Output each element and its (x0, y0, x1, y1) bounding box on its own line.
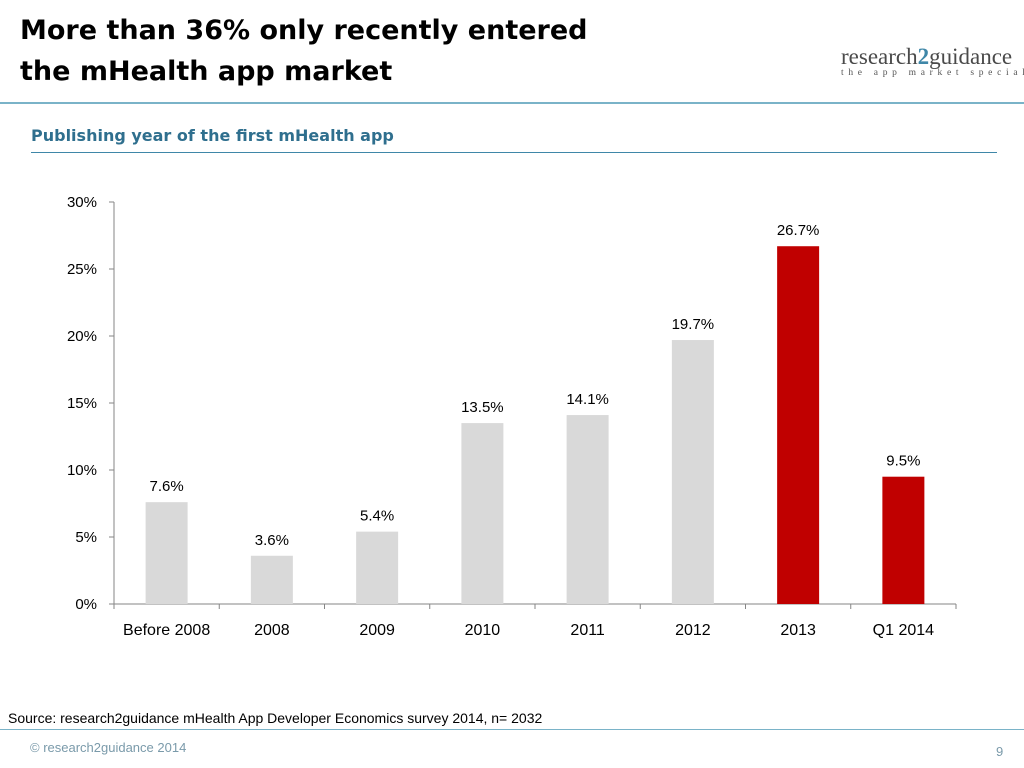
data-label: 14.1% (566, 391, 609, 408)
bar (777, 246, 820, 604)
copyright-text: © research2guidance 2014 (30, 740, 187, 755)
y-tick-label: 15% (67, 395, 97, 412)
x-tick-label: 2010 (465, 622, 501, 639)
data-label: 7.6% (150, 478, 184, 495)
slide-title: More than 36% only recently entered the … (20, 10, 660, 92)
data-label: 3.6% (255, 532, 289, 549)
data-label: 13.5% (461, 399, 504, 416)
logo-text-guidance: guidance (929, 44, 1013, 69)
bar (566, 415, 609, 604)
slide-title-line-2: the mHealth app market (20, 56, 393, 87)
header-divider (0, 102, 1024, 104)
bar (671, 340, 714, 604)
source-note: Source: research2guidance mHealth App De… (8, 710, 543, 726)
bar (145, 502, 188, 604)
logo-tagline: the app market specialists (841, 68, 1024, 78)
slide-title-line-1: More than 36% only recently entered (20, 15, 588, 46)
x-tick-label: Q1 2014 (873, 622, 934, 639)
x-tick-label: 2009 (359, 622, 395, 639)
y-tick-label: 5% (75, 529, 97, 546)
logo-text-2: 2 (917, 44, 930, 69)
x-tick-label: 2012 (675, 622, 711, 639)
data-label: 9.5% (886, 453, 920, 470)
bar (461, 423, 504, 604)
y-tick-label: 30% (67, 194, 97, 211)
page-number: 9 (996, 744, 1004, 759)
data-label: 5.4% (360, 508, 394, 525)
bar (356, 531, 399, 604)
data-label: 19.7% (672, 316, 715, 333)
subtitle-underline (31, 152, 997, 153)
company-logo: research2guidance the app market special… (841, 44, 1024, 78)
y-tick-label: 20% (67, 328, 97, 345)
y-tick-label: 10% (67, 462, 97, 479)
x-tick-label: Before 2008 (123, 622, 210, 639)
x-tick-label: 2013 (780, 622, 816, 639)
bar (882, 476, 925, 604)
logo-wordmark: research2guidance (841, 44, 1017, 70)
y-tick-label: 0% (75, 596, 97, 613)
chart-subtitle: Publishing year of the first mHealth app (31, 126, 394, 145)
x-tick-label: 2008 (254, 622, 290, 639)
footer-divider (0, 729, 1024, 730)
logo-text-research: research (841, 44, 918, 69)
data-label: 26.7% (777, 222, 820, 239)
bar (250, 555, 293, 604)
y-tick-label: 25% (67, 261, 97, 278)
x-tick-label: 2011 (570, 622, 605, 639)
